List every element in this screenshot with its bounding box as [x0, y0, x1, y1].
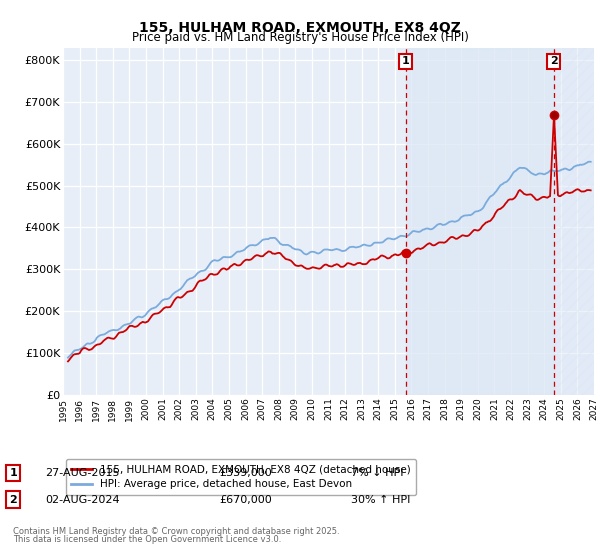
- Text: Contains HM Land Registry data © Crown copyright and database right 2025.: Contains HM Land Registry data © Crown c…: [13, 528, 340, 536]
- Text: 155, HULHAM ROAD, EXMOUTH, EX8 4QZ: 155, HULHAM ROAD, EXMOUTH, EX8 4QZ: [139, 21, 461, 35]
- Text: 1: 1: [10, 468, 17, 478]
- Legend: 155, HULHAM ROAD, EXMOUTH, EX8 4QZ (detached house), HPI: Average price, detache: 155, HULHAM ROAD, EXMOUTH, EX8 4QZ (deta…: [65, 459, 416, 494]
- Text: 2: 2: [10, 494, 17, 505]
- Bar: [554, 48, 594, 395]
- Text: £670,000: £670,000: [219, 494, 272, 505]
- Text: 27-AUG-2015: 27-AUG-2015: [45, 468, 119, 478]
- Text: £339,000: £339,000: [219, 468, 272, 478]
- Text: 7% ↓ HPI: 7% ↓ HPI: [351, 468, 404, 478]
- Bar: [406, 48, 554, 395]
- Text: This data is licensed under the Open Government Licence v3.0.: This data is licensed under the Open Gov…: [13, 535, 281, 544]
- Text: 02-AUG-2024: 02-AUG-2024: [45, 494, 119, 505]
- Text: 1: 1: [402, 57, 410, 66]
- Text: 30% ↑ HPI: 30% ↑ HPI: [351, 494, 410, 505]
- Text: Price paid vs. HM Land Registry's House Price Index (HPI): Price paid vs. HM Land Registry's House …: [131, 31, 469, 44]
- Text: 2: 2: [550, 57, 558, 66]
